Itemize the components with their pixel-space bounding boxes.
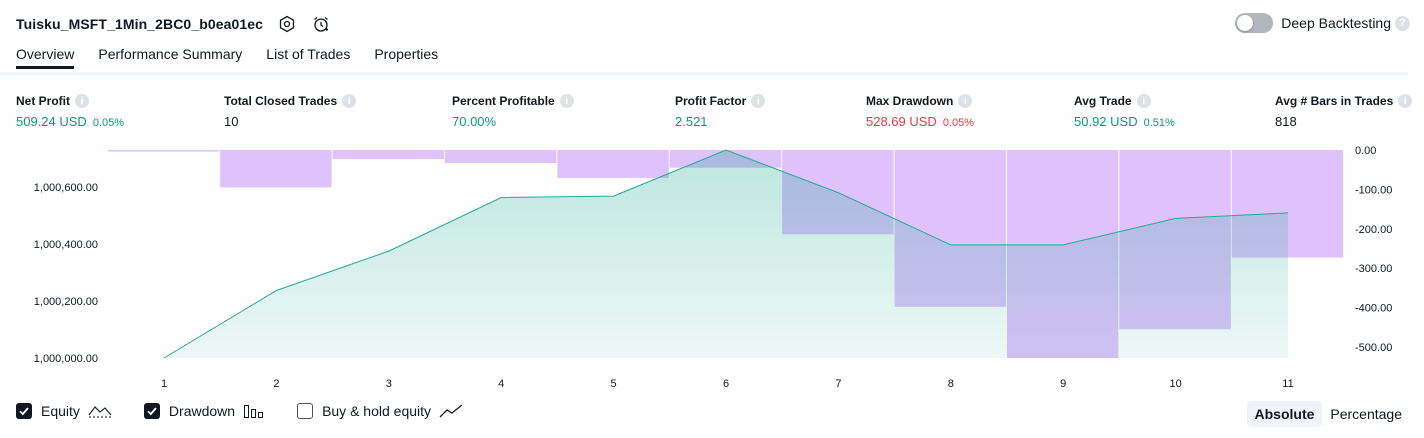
x-axis-tick: 1	[161, 378, 167, 390]
drawdown-bar	[557, 150, 669, 178]
x-axis-tick: 10	[1169, 378, 1181, 390]
alarm-clock-icon[interactable]	[311, 14, 331, 34]
right-axis-tick: -100.00	[1355, 184, 1392, 196]
strategy-title: Tuisku_MSFT_1Min_2BC0_b0ea01ec	[16, 16, 264, 32]
metric-profit-factor: Profit Factor i 2.521	[675, 94, 766, 129]
buy-hold-checkbox[interactable]	[297, 403, 314, 419]
deep-backtesting: Deep Backtesting ?	[1235, 13, 1410, 33]
equity-drawdown-chart[interactable]: 1,000,000.00 1,000,200.00 1,000,400.00 1,00…	[0, 140, 1424, 395]
equity-area	[164, 150, 1288, 358]
toggle-knob	[1237, 15, 1254, 31]
metric-label: Avg Trade	[1074, 94, 1132, 108]
drawdown-checkbox[interactable]	[143, 403, 160, 419]
help-icon[interactable]: ?	[1395, 15, 1410, 31]
x-axis-tick: 2	[273, 378, 279, 390]
metric-value: 818	[1275, 114, 1297, 129]
tab-performance-summary[interactable]: Performance Summary	[98, 46, 243, 62]
x-axis-tick: 5	[611, 378, 617, 390]
legend-equity-label: Equity	[41, 403, 80, 419]
tab-divider	[0, 72, 1408, 75]
metric-value: 509.24 USD	[16, 114, 87, 129]
tab-properties[interactable]: Properties	[374, 46, 439, 62]
settings-gear-icon[interactable]	[277, 14, 297, 34]
left-axis-tick: 1,000,000.00	[34, 353, 98, 365]
equity-checkbox[interactable]	[16, 403, 32, 419]
metric-value: 10	[224, 114, 239, 129]
left-axis-tick: 1,000,600.00	[34, 182, 98, 194]
info-icon[interactable]: i	[751, 94, 766, 108]
legend-drawdown[interactable]: Drawdown	[143, 403, 265, 419]
metric-percent: 0.05%	[92, 117, 125, 129]
info-icon[interactable]: i	[1398, 94, 1413, 108]
x-axis-tick: 4	[498, 378, 504, 390]
legend-equity[interactable]: Equity	[16, 403, 112, 419]
drawdown-bar	[108, 150, 220, 152]
info-icon[interactable]: i	[559, 94, 574, 108]
buy-hold-line-icon	[439, 403, 463, 419]
right-axis-tick: -500.00	[1355, 342, 1392, 354]
tab-list-of-trades[interactable]: List of Trades	[266, 46, 351, 62]
metric-label: Net Profit	[16, 94, 70, 108]
deep-backtesting-label: Deep Backtesting	[1281, 15, 1391, 31]
info-icon[interactable]: i	[342, 94, 357, 108]
absolute-button[interactable]: Absolute	[1246, 401, 1323, 427]
metric-value: 70.00%	[452, 114, 497, 129]
info-icon[interactable]: i	[958, 94, 973, 108]
value-mode-switch: Absolute Percentage	[1246, 401, 1411, 427]
legend-buy-hold[interactable]: Buy & hold equity	[297, 403, 463, 419]
equity-line-icon	[88, 403, 112, 419]
metric-total-closed-trades: Total Closed Trades i 10	[224, 94, 357, 129]
metric-label: Total Closed Trades	[224, 94, 338, 108]
x-axis-tick: 3	[386, 378, 392, 390]
percentage-button[interactable]: Percentage	[1330, 406, 1402, 422]
right-axis-tick: -400.00	[1355, 303, 1392, 315]
metric-value: 50.92 USD	[1074, 114, 1138, 129]
right-axis-tick: -300.00	[1355, 263, 1392, 275]
drawdown-bar	[332, 150, 444, 160]
strategy-header: Tuisku_MSFT_1Min_2BC0_b0ea01ec	[16, 12, 331, 36]
legend-drawdown-label: Drawdown	[168, 403, 236, 419]
x-axis-tick: 9	[1060, 378, 1066, 390]
metric-label: Avg # Bars in Trades	[1275, 94, 1394, 108]
metric-net-profit: Net Profit i 509.24 USD 0.05%	[16, 94, 124, 129]
drawdown-bar	[220, 150, 332, 188]
metric-avg-bars: Avg # Bars in Trades i 818	[1275, 94, 1413, 129]
drawdown-bar	[445, 150, 557, 164]
tab-overview[interactable]: Overview	[16, 46, 75, 69]
x-axis-tick: 8	[948, 378, 954, 390]
metric-percent: 0.51%	[1143, 117, 1175, 129]
metric-label: Max Drawdown	[866, 94, 954, 108]
drawdown-bars-icon	[243, 403, 265, 419]
right-axis-tick: 0.00	[1355, 145, 1376, 157]
left-axis-tick: 1,000,200.00	[34, 296, 98, 308]
metric-label: Percent Profitable	[452, 94, 555, 108]
right-axis-tick: -200.00	[1355, 224, 1392, 236]
x-axis-tick: 11	[1282, 378, 1293, 390]
metric-avg-trade: Avg Trade i 50.92 USD 0.51%	[1074, 94, 1175, 129]
metric-value: 528.69 USD	[866, 114, 937, 129]
left-axis-tick: 1,000,400.00	[34, 239, 98, 251]
metric-value: 2.521	[675, 114, 708, 129]
metric-percent-profitable: Percent Profitable i 70.00%	[452, 94, 574, 129]
metric-percent: 0.05%	[942, 117, 975, 129]
info-icon[interactable]: i	[1136, 94, 1151, 108]
equity-line	[163, 149, 1289, 359]
deep-backtesting-toggle[interactable]	[1235, 13, 1274, 33]
x-axis-tick: 7	[835, 378, 841, 390]
metric-max-drawdown: Max Drawdown i 528.69 USD 0.05%	[866, 94, 974, 129]
info-icon[interactable]: i	[75, 94, 89, 108]
metric-label: Profit Factor	[675, 94, 747, 108]
chart-legend: Equity Drawdown Buy & hold equity	[16, 403, 495, 419]
x-axis-tick: 6	[723, 378, 729, 390]
legend-buy-hold-label: Buy & hold equity	[322, 403, 432, 419]
tab-bar: Overview Performance Summary List of Tra…	[16, 46, 438, 69]
